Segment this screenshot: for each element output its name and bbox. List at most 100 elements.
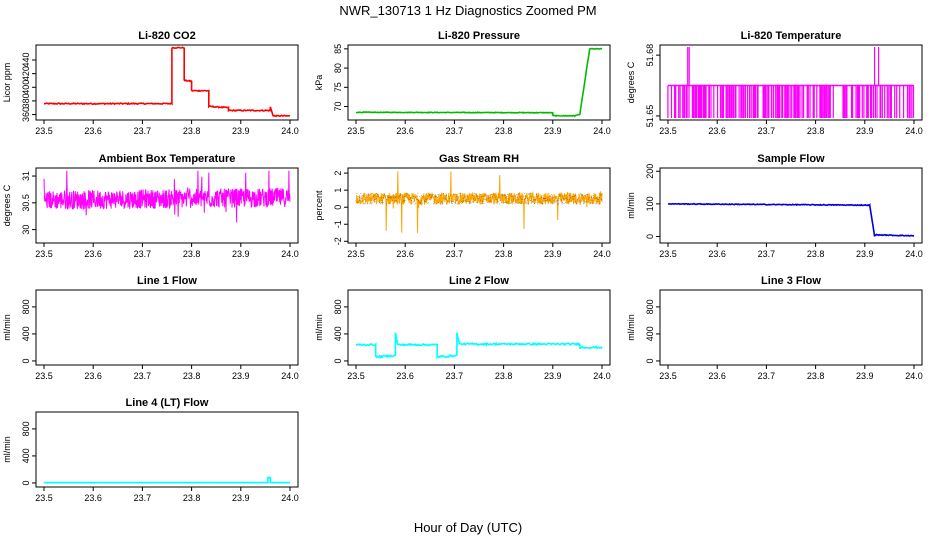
plot-frame [659, 44, 923, 121]
series-line-4-lt-flow [44, 476, 290, 484]
panel-title: Li-820 Temperature [741, 30, 842, 42]
series-gas-stream-rh [355, 171, 603, 233]
y-tick-label: 800 [21, 421, 31, 436]
y-tick-label: 30.5 [21, 194, 31, 212]
y-tick-label: 0 [333, 205, 343, 210]
x-tick-label: 23.5 [347, 371, 365, 381]
figure-title: NWR_130713 1 Hz Diagnostics Zoomed PM [339, 3, 596, 18]
panel-title: Line 3 Flow [761, 275, 821, 287]
x-tick-label: 23.5 [35, 126, 53, 136]
panel-li-820-pressure: Li-820 Pressure kPa 23.5 23.6 23.7 23.8 23.9 24… [314, 30, 611, 136]
y-axis-label: ml/min [626, 192, 636, 219]
plot-frame [35, 44, 299, 121]
series-line [43, 46, 290, 118]
y-axis-label: ml/min [2, 436, 12, 463]
y-tick-label: 70 [333, 102, 343, 112]
x-tick-label: 23.8 [495, 371, 513, 381]
x-tick-label: 24.0 [593, 371, 611, 381]
x-tick-label: 23.7 [758, 371, 776, 381]
x-tick-label: 23.6 [708, 371, 726, 381]
panel-title: Sample Flow [757, 153, 825, 165]
y-tick-label: 1 [333, 188, 343, 193]
x-tick-label: 23.7 [134, 249, 152, 259]
x-tick-label: 23.9 [544, 249, 562, 259]
y-tick-label: 51.68 [645, 44, 655, 67]
x-tick-label: 23.7 [134, 493, 152, 503]
y-tick-label: 800 [21, 299, 31, 314]
series-ambient-box-temperature [43, 170, 291, 223]
y-axis-label: Licor ppm [2, 63, 12, 103]
x-tick-label: 23.7 [134, 126, 152, 136]
panel-title: Ambient Box Temperature [99, 153, 236, 165]
series-line [667, 202, 915, 237]
y-tick-label: -1 [333, 220, 343, 228]
x-tick-label: 23.6 [84, 249, 102, 259]
x-tick-label: 23.9 [544, 126, 562, 136]
y-tick-label: 0 [333, 358, 343, 363]
plot-frame [35, 167, 299, 244]
panel-title: Line 2 Flow [449, 275, 509, 287]
y-tick-label: 0 [21, 480, 31, 485]
y-tick-label: 400 [21, 80, 31, 95]
series-sample-flow [667, 202, 915, 237]
series-line-2-flow [355, 332, 603, 360]
x-tick-label: 24.0 [593, 126, 611, 136]
x-tick-label: 23.5 [347, 249, 365, 259]
y-tick-label: 0 [645, 234, 655, 239]
y-tick-label: 30 [21, 225, 31, 235]
x-tick-label: 23.6 [396, 126, 414, 136]
y-tick-label: 85 [333, 44, 343, 54]
x-tick-label: 23.6 [84, 493, 102, 503]
plot-frame [35, 411, 299, 488]
x-tick-label: 23.7 [446, 249, 464, 259]
x-tick-label: 23.5 [659, 126, 677, 136]
panel-title: Line 1 Flow [137, 275, 197, 287]
plot-frame [347, 289, 611, 366]
y-tick-label: 80 [333, 63, 343, 73]
x-tick-label: 23.8 [183, 249, 201, 259]
y-axis-label: degrees C [626, 61, 636, 103]
panel-title: Line 4 (LT) Flow [126, 397, 209, 409]
y-tick-label: 0 [21, 358, 31, 363]
x-tick-label: 23.9 [232, 249, 250, 259]
y-axis-label: kPa [314, 75, 324, 91]
panel-sample-flow: Sample Flow ml/min 23.5 23.6 23.7 23.8 23.9 24.… [626, 153, 923, 259]
plot-frame [659, 289, 923, 366]
panel-line-2-flow: Line 2 Flow ml/min 23.5 23.6 23.7 23.8 23.9 24.… [314, 275, 611, 381]
plot-frame [659, 167, 923, 244]
x-tick-label: 23.8 [807, 126, 825, 136]
panel-li-820-temperature: Li-820 Temperature degrees C 23.5 23.6 23.7 2… [626, 30, 923, 136]
x-tick-label: 23.6 [708, 249, 726, 259]
panel-li-820-co2: Li-820 CO2 Licor ppm 23.5 23.6 23.7 23.8 23.9 2… [2, 30, 299, 136]
y-tick-label: 800 [645, 299, 655, 314]
x-tick-label: 23.8 [495, 126, 513, 136]
series-line [43, 170, 291, 223]
x-tick-label: 23.8 [807, 249, 825, 259]
x-tick-label: 23.6 [84, 371, 102, 381]
x-tick-label: 23.7 [134, 371, 152, 381]
y-tick-label: 420 [21, 66, 31, 81]
y-tick-label: 75 [333, 82, 343, 92]
x-tick-label: 23.7 [446, 371, 464, 381]
x-tick-label: 23.9 [232, 371, 250, 381]
y-tick-label: -2 [333, 237, 343, 245]
panel-line-4-lt-flow: Line 4 (LT) Flow ml/min 23.5 23.6 23.7 23.8 23… [2, 397, 299, 503]
y-tick-label: 380 [21, 93, 31, 108]
y-tick-label: 400 [21, 448, 31, 463]
y-tick-label: 51.65 [645, 105, 655, 128]
y-tick-label: 360 [21, 107, 31, 122]
series-line [355, 47, 603, 118]
x-tick-label: 23.7 [446, 126, 464, 136]
y-axis-label: degrees C [2, 184, 12, 226]
y-tick-label: 200 [645, 164, 655, 179]
plot-frame [35, 289, 299, 366]
y-tick-label: 400 [645, 326, 655, 341]
x-tick-label: 23.9 [232, 493, 250, 503]
figure-xlabel: Hour of Day (UTC) [414, 520, 522, 535]
panel-line-3-flow: Line 3 Flow ml/min 23.5 23.6 23.7 23.8 23.9 24.… [626, 275, 923, 381]
x-tick-label: 23.6 [396, 371, 414, 381]
x-tick-label: 24.0 [905, 126, 923, 136]
x-tick-label: 23.5 [35, 371, 53, 381]
x-tick-label: 23.5 [35, 493, 53, 503]
